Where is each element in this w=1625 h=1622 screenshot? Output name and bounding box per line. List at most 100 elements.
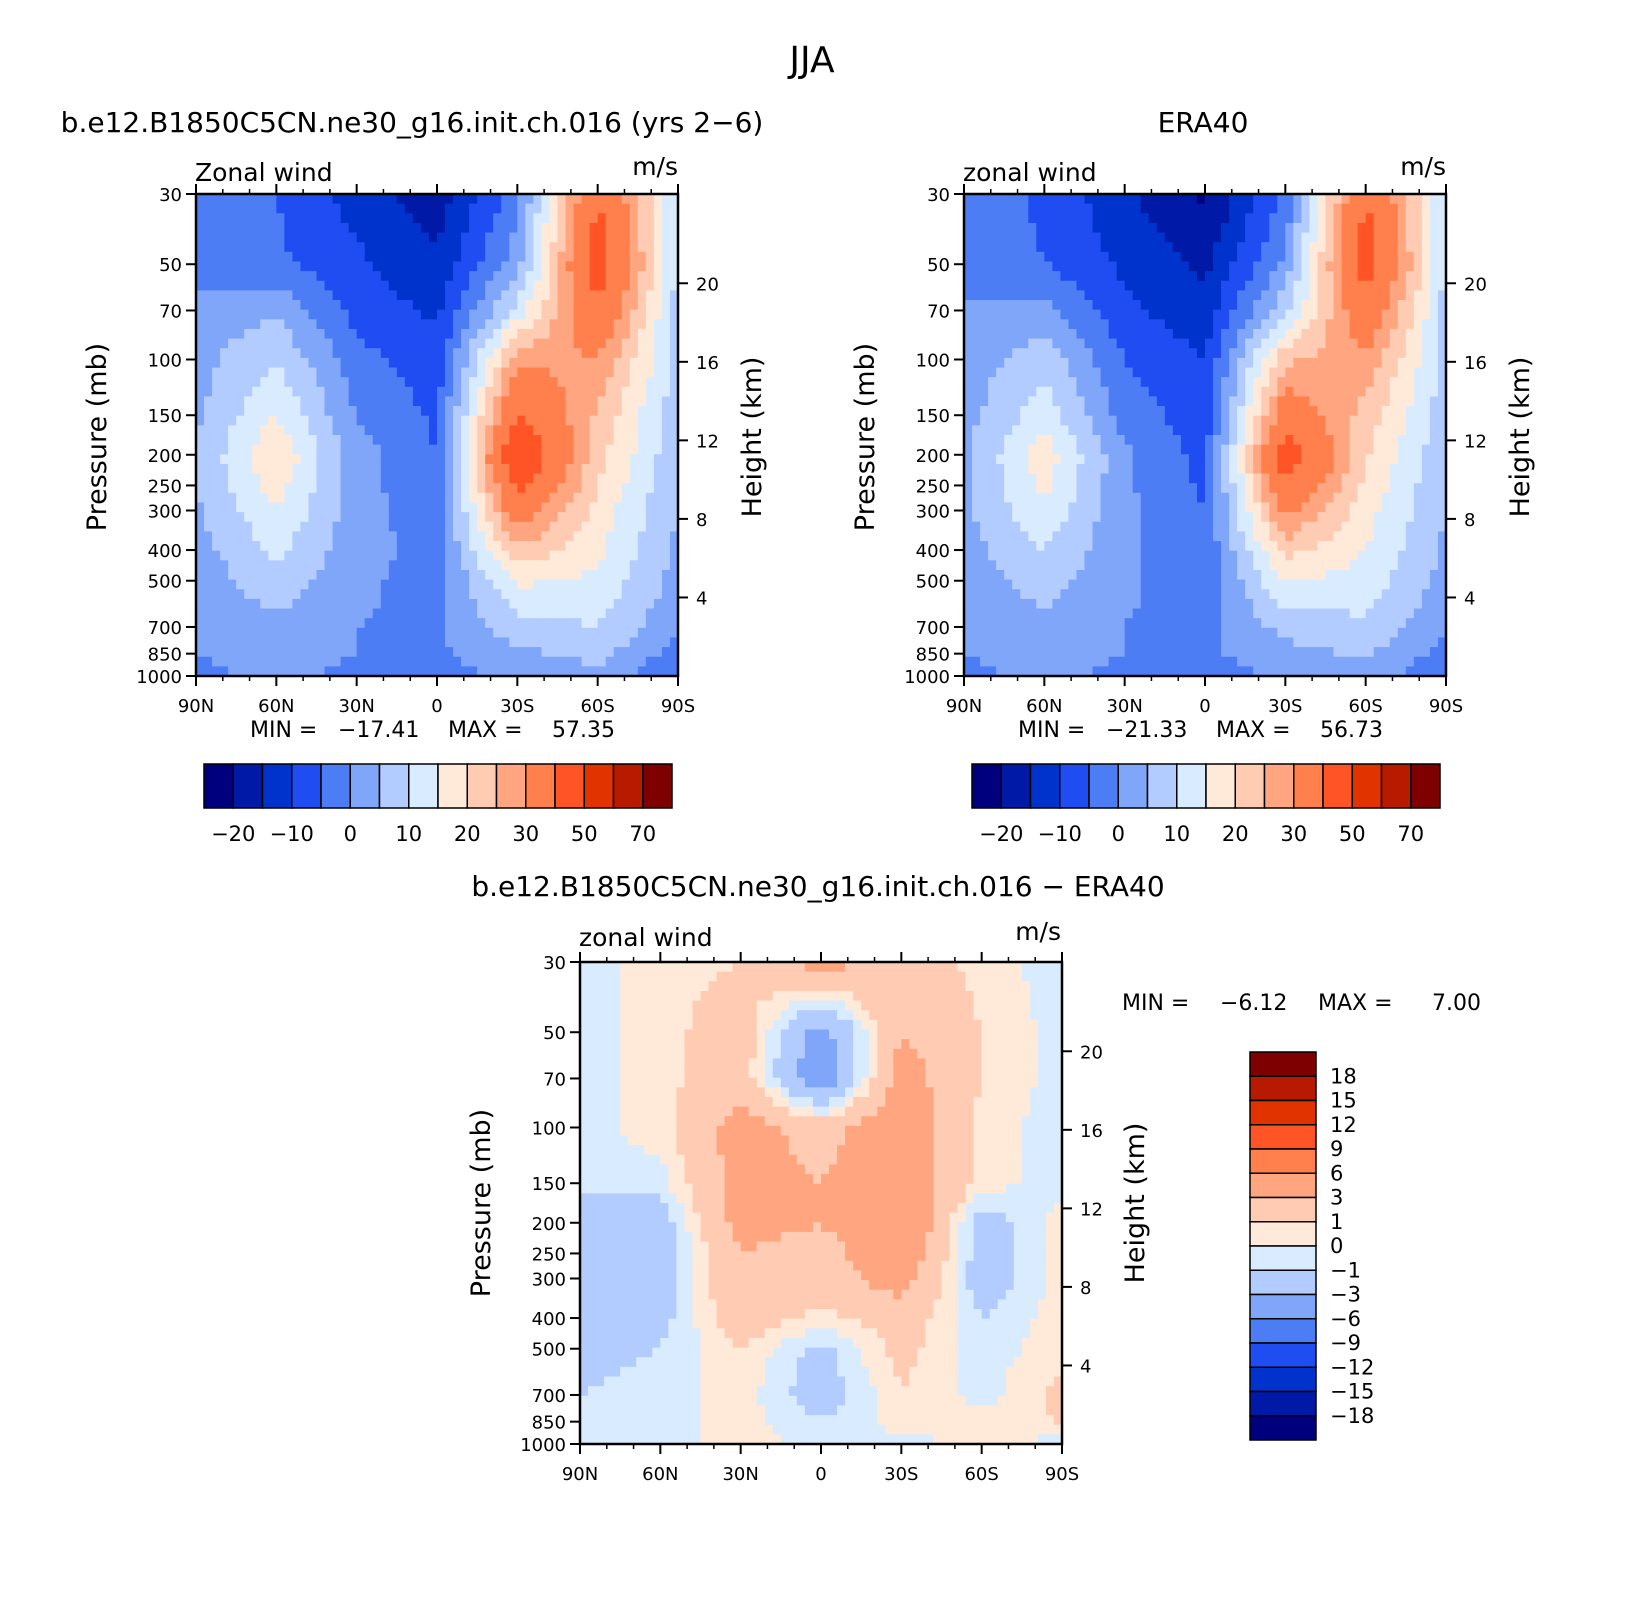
panel-obs-cell: [964, 415, 973, 426]
panel-model-cell: [549, 290, 559, 301]
panel-model-cell: [493, 656, 502, 667]
panel-model-cell: [605, 280, 615, 291]
panel-obs-cell: [1076, 357, 1086, 369]
panel-model-cell: [549, 348, 559, 359]
panel-obs-cell: [1229, 251, 1238, 263]
panel-model-cell: [461, 550, 470, 561]
panel-obs-cell: [1413, 338, 1423, 349]
panel-model-cell: [445, 463, 454, 475]
panel-obs-cell: [1341, 319, 1351, 330]
panel-model-cell: [220, 502, 229, 513]
panel-model-cell: [573, 618, 583, 629]
panel-obs-cell: [1180, 463, 1190, 475]
panel-model-cell: [565, 386, 575, 398]
panel-obs-cell: [1253, 203, 1262, 214]
panel-model-cell: [637, 579, 647, 590]
panel-obs-cell: [1092, 194, 1102, 205]
panel-obs-cell: [1044, 232, 1053, 243]
panel-obs-cell: [1020, 309, 1029, 320]
panel-model-cell: [412, 328, 422, 340]
panel-model-cell: [396, 502, 406, 513]
panel-model-cell: [220, 454, 229, 465]
panel-model-cell: [597, 637, 607, 648]
panel-obs-cell: [1237, 194, 1246, 205]
panel-model-cell: [437, 627, 446, 639]
panel-model-cell: [276, 261, 285, 272]
panel-obs-cell: [1229, 271, 1238, 282]
panel-model-cell: [404, 300, 414, 311]
panel-obs-cell: [1341, 222, 1351, 234]
panel-obs-cell: [1116, 328, 1126, 340]
panel-model-cell: [501, 386, 510, 398]
panel-model-cell: [565, 338, 575, 349]
panel-model-cell: [284, 589, 293, 600]
panel-model-cell: [212, 319, 221, 330]
panel-model-cell: [597, 560, 607, 571]
panel-model-cell: [292, 531, 302, 542]
panel-obs-cell: [972, 463, 981, 475]
panel-model-cell: [565, 415, 575, 426]
panel-model-cell: [404, 203, 414, 214]
panel-obs-cell: [1188, 194, 1198, 205]
panel-model-cell: [372, 444, 382, 455]
panel-model-cell: [621, 213, 631, 224]
panel-obs-cell: [1213, 222, 1222, 234]
panel-model-cell: [573, 656, 583, 667]
panel-obs-cell: [1100, 309, 1110, 320]
panel-model-cell: [228, 213, 237, 224]
panel-model-cell: [501, 319, 510, 330]
panel-model-cell: [637, 483, 647, 494]
panel-obs-cell: [1213, 232, 1222, 243]
panel-model-cell: [388, 377, 398, 388]
panel-model-cell: [292, 251, 302, 263]
panel-obs-cell: [1429, 396, 1439, 407]
panel-model-cell: [621, 280, 631, 291]
panel-model-cell: [260, 550, 269, 561]
panel-model-cell: [645, 463, 655, 475]
panel-model-cell: [461, 319, 470, 330]
panel-obs-cell: [988, 483, 997, 494]
panel-model-cell: [437, 454, 446, 465]
panel-model-cell: [637, 531, 647, 542]
panel-model-cell: [308, 579, 318, 590]
panel-obs-cell: [1100, 435, 1110, 446]
panel-obs-cell: [1317, 348, 1327, 359]
panel-model-cell: [292, 492, 302, 504]
panel-obs-cell: [1060, 338, 1070, 349]
panel-model-cell: [284, 242, 293, 253]
panel-obs-cell: [1277, 454, 1286, 465]
panel-model-cell: [332, 261, 342, 272]
panel-model-cell: [477, 328, 486, 340]
panel-obs-cell: [1221, 203, 1230, 214]
panel-model-cell: [244, 406, 253, 417]
panel-model-colorbar-box: [291, 763, 322, 809]
panel-model-cell: [236, 579, 245, 590]
panel-model-cell: [437, 203, 446, 214]
panel-model-cell: [565, 203, 575, 214]
panel-model-cell: [324, 261, 334, 272]
panel-obs-cell: [1116, 319, 1126, 330]
panel-model-cell: [469, 463, 478, 475]
panel-obs-cell: [1349, 271, 1359, 282]
panel-obs-cell: [1341, 251, 1351, 263]
panel-obs-cell: [1373, 251, 1383, 263]
panel-model-cell: [565, 261, 575, 272]
panel-obs-cell: [1269, 367, 1278, 378]
panel-obs-cell: [1333, 242, 1343, 253]
panel-obs-cell: [1293, 203, 1302, 214]
panel-model-cell: [340, 242, 350, 253]
panel-model-cell: [653, 406, 663, 417]
panel-model-cell: [661, 666, 671, 677]
panel-obs-cell: [1333, 435, 1343, 446]
panel-model-cell: [372, 338, 382, 349]
panel-model-cell: [525, 251, 534, 263]
panel-model-cell: [621, 656, 631, 667]
panel-obs-cell: [1060, 290, 1070, 301]
panel-model-cell: [645, 598, 655, 610]
panel-obs-cell: [1140, 338, 1150, 349]
panel-obs-cell: [1116, 444, 1126, 455]
panel-obs-cell: [1156, 367, 1166, 378]
panel-model-cell: [597, 271, 607, 282]
panel-obs-cell: [1012, 377, 1021, 388]
panel-model-cell: [332, 300, 342, 311]
